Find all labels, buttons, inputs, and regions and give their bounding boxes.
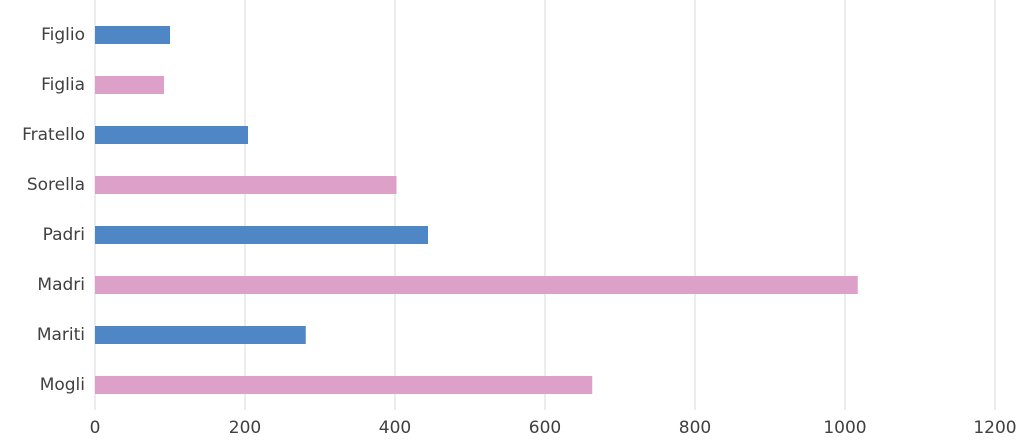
- y-tick-label: Mariti: [37, 325, 85, 345]
- y-tick-label: Sorella: [27, 175, 85, 195]
- x-tick-label: 600: [529, 418, 561, 438]
- y-tick-label: Figlio: [41, 25, 85, 45]
- bar: [95, 126, 248, 144]
- bar: [95, 176, 397, 194]
- y-tick-label: Padri: [43, 225, 85, 245]
- bar: [95, 76, 164, 94]
- y-tick-label: Figlia: [41, 75, 85, 95]
- bar: [95, 326, 306, 344]
- x-tick-label: 400: [379, 418, 411, 438]
- x-tick-label: 1000: [823, 418, 866, 438]
- y-tick-label: Fratello: [22, 125, 85, 145]
- bar: [95, 26, 170, 44]
- x-tick-label: 0: [90, 418, 101, 438]
- y-tick-label: Mogli: [40, 375, 85, 395]
- bar: [95, 276, 858, 294]
- bar: [95, 226, 428, 244]
- x-tick-label: 800: [679, 418, 711, 438]
- bar: [95, 376, 593, 394]
- x-tick-label: 1200: [973, 418, 1016, 438]
- x-tick-label: 200: [229, 418, 261, 438]
- y-tick-label: Madri: [37, 275, 85, 295]
